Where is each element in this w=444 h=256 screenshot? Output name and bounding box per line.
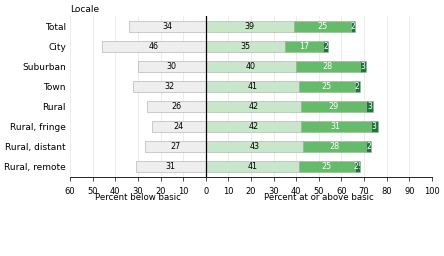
Text: 42: 42 xyxy=(248,102,258,111)
Text: 40: 40 xyxy=(246,62,256,71)
Bar xyxy=(285,41,323,52)
Text: 25: 25 xyxy=(321,162,332,171)
Text: 28: 28 xyxy=(329,142,340,151)
Bar xyxy=(206,121,301,132)
Text: 2: 2 xyxy=(350,22,355,31)
Text: 24: 24 xyxy=(174,122,184,131)
Bar xyxy=(350,22,355,32)
Bar xyxy=(151,121,206,132)
Text: 17: 17 xyxy=(299,42,309,51)
Bar xyxy=(294,22,350,32)
Bar xyxy=(102,41,206,52)
Bar xyxy=(301,101,366,112)
Text: 25: 25 xyxy=(321,82,332,91)
Text: 29: 29 xyxy=(329,102,339,111)
Text: 28: 28 xyxy=(323,62,333,71)
Bar xyxy=(371,121,378,132)
Bar xyxy=(138,61,206,72)
Text: 2: 2 xyxy=(366,142,371,151)
Bar xyxy=(298,81,355,92)
Bar xyxy=(136,161,206,172)
Text: 31: 31 xyxy=(166,162,176,171)
Bar xyxy=(355,161,360,172)
Text: 34: 34 xyxy=(163,22,172,31)
Text: 2: 2 xyxy=(355,82,360,91)
Text: 2!: 2! xyxy=(353,162,361,171)
Bar xyxy=(360,61,366,72)
Bar xyxy=(129,22,206,32)
Bar xyxy=(145,141,206,152)
Bar xyxy=(303,141,366,152)
Text: 27: 27 xyxy=(170,142,180,151)
Text: 39: 39 xyxy=(245,22,255,31)
Bar xyxy=(206,41,285,52)
Bar xyxy=(147,101,206,112)
Bar xyxy=(206,141,303,152)
Bar xyxy=(206,61,296,72)
Bar xyxy=(206,22,294,32)
Text: 41: 41 xyxy=(247,162,257,171)
Text: 30: 30 xyxy=(167,62,177,71)
Text: 25: 25 xyxy=(317,22,327,31)
Bar xyxy=(355,81,360,92)
Text: Percent below basic: Percent below basic xyxy=(95,194,181,202)
Text: Percent at or above basic: Percent at or above basic xyxy=(264,194,374,202)
Text: 46: 46 xyxy=(149,42,159,51)
Text: 31: 31 xyxy=(331,122,341,131)
Text: 35: 35 xyxy=(240,42,250,51)
Bar xyxy=(206,81,298,92)
Text: 2: 2 xyxy=(323,42,328,51)
Text: 43: 43 xyxy=(250,142,259,151)
Bar xyxy=(296,61,360,72)
Bar xyxy=(133,81,206,92)
Text: 41: 41 xyxy=(247,82,257,91)
Text: 42: 42 xyxy=(248,122,258,131)
Text: 3: 3 xyxy=(367,102,372,111)
Bar xyxy=(206,161,298,172)
Text: Locale: Locale xyxy=(70,5,99,14)
Text: 3: 3 xyxy=(361,62,365,71)
Text: 3: 3 xyxy=(372,122,377,131)
Bar xyxy=(323,41,328,52)
Bar xyxy=(366,101,373,112)
Bar xyxy=(301,121,371,132)
Bar xyxy=(206,101,301,112)
Text: 32: 32 xyxy=(165,82,174,91)
Bar xyxy=(298,161,355,172)
Bar xyxy=(366,141,371,152)
Text: 26: 26 xyxy=(171,102,182,111)
